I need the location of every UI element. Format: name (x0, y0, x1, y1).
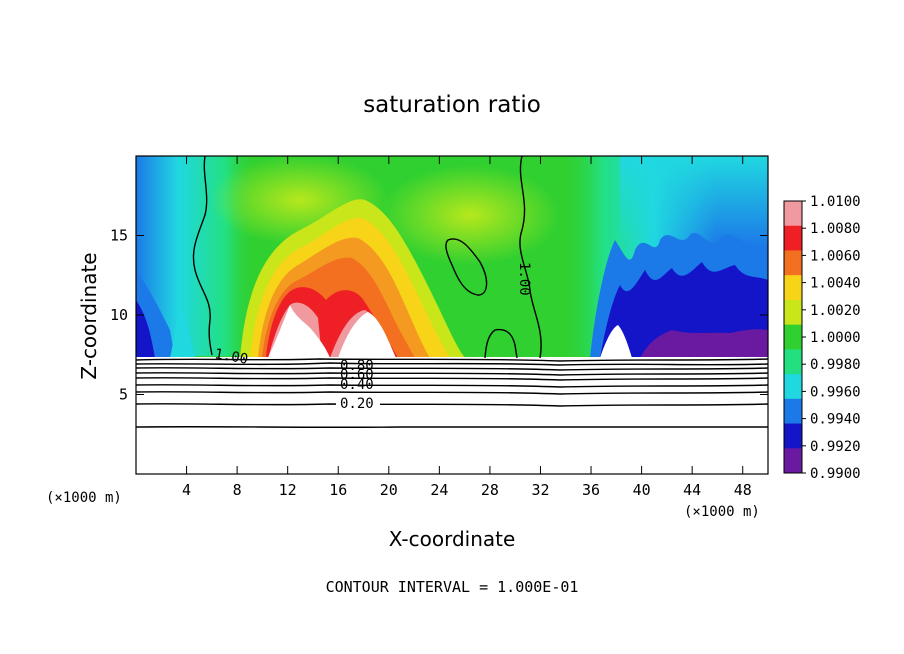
x-tick-label: 32 (531, 481, 549, 499)
colorbar-label: 1.0040 (810, 276, 861, 292)
colorbar-label: 0.9900 (810, 466, 861, 482)
y-tick-label: 5 (119, 386, 128, 404)
contour-label-100-left: 1.00 (213, 346, 249, 368)
x-unit-label-right: (×1000 m) (684, 504, 760, 520)
colorbar-label: 0.9980 (810, 357, 861, 373)
colorbar-label: 1.0100 (810, 194, 861, 210)
heatmap-field (136, 156, 768, 474)
colorbar-swatch (784, 324, 802, 350)
colorbar-label: 0.9940 (810, 412, 861, 428)
chart-title: saturation ratio (363, 92, 541, 118)
colorbar: 1.0100 1.0080 1.0060 1.0040 1.0020 1.0000 0.99… (783, 194, 861, 482)
x-tick-label: 8 (233, 481, 242, 499)
colorbar-swatch (784, 349, 802, 375)
x-axis: 4 8 12 16 20 24 28 32 36 40 44 48 (182, 156, 752, 499)
colorbar-label: 1.0020 (810, 303, 861, 319)
contour-label-100-right: 1.00 (516, 262, 532, 296)
contour-interval-note: CONTOUR INTERVAL = 1.000E-01 (326, 578, 579, 596)
contour-label-080: 0.80 (340, 358, 374, 374)
colorbar-swatch (784, 275, 802, 301)
x-tick-label: 24 (430, 481, 448, 499)
x-tick-label: 16 (329, 481, 347, 499)
colorbar-swatch (784, 398, 802, 425)
colorbar-label: 1.0080 (810, 221, 861, 237)
x-tick-label: 44 (683, 481, 701, 499)
x-tick-label: 20 (380, 481, 398, 499)
contour-label-020: 0.20 (340, 396, 374, 412)
colorbar-swatch (784, 299, 802, 326)
colorbar-label: 0.9960 (810, 384, 861, 400)
x-tick-label: 4 (182, 481, 191, 499)
x-tick-label: 48 (734, 481, 752, 499)
colorbar-label: 0.9920 (810, 439, 861, 455)
x-tick-label: 12 (279, 481, 297, 499)
contour-label-060: 0.60 (340, 367, 374, 383)
y-tick-label: 15 (110, 227, 128, 245)
x-tick-label: 28 (481, 481, 499, 499)
x-unit-label-left: (×1000 m) (46, 490, 122, 506)
colorbar-swatch (784, 250, 802, 276)
colorbar-swatch (784, 225, 802, 251)
contour-lines (136, 156, 768, 428)
colorbar-label: 1.0000 (810, 330, 861, 346)
colorbar-swatch (784, 374, 802, 400)
y-axis-title: Z-coordinate (77, 252, 101, 379)
y-tick-label: 10 (110, 306, 128, 324)
x-tick-label: 36 (582, 481, 600, 499)
contour-labels: 1.00 1.00 0.80 0.60 0.40 0.20 (213, 262, 532, 412)
y-axis: 5 10 15 (110, 227, 768, 404)
x-tick-label: 40 (633, 481, 651, 499)
contour-label-040: 0.40 (340, 377, 374, 393)
colorbar-swatch (784, 448, 802, 474)
colorbar-label: 1.0060 (810, 248, 861, 264)
x-axis-title: X-coordinate (389, 527, 516, 551)
colorbar-swatch (784, 201, 802, 227)
colorbar-swatch (784, 423, 802, 449)
